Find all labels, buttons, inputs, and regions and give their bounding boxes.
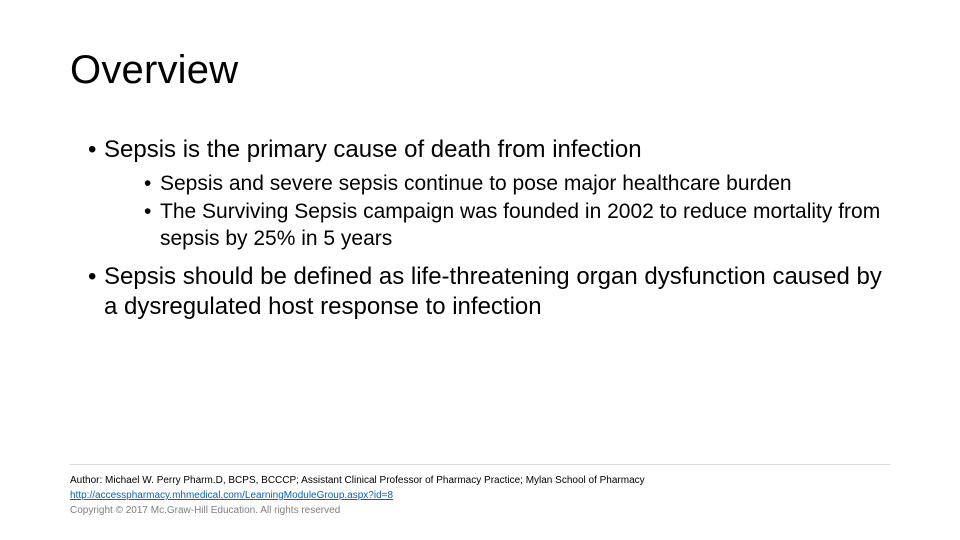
slide-body: Sepsis is the primary cause of death fro… — [70, 135, 890, 322]
footer-link-line: http://accesspharmacy.mhmedical.com/Lear… — [70, 488, 890, 503]
bullet-l1-1: Sepsis should be defined as life-threate… — [88, 262, 890, 322]
slide-footer: Author: Michael W. Perry Pharm.D, BCPS, … — [70, 464, 890, 518]
bullet-text: The Surviving Sepsis campaign was founde… — [160, 200, 880, 249]
bullet-text: Sepsis should be defined as life-threate… — [104, 263, 882, 320]
bullet-list-level2: Sepsis and severe sepsis continue to pos… — [104, 171, 890, 252]
footer-link[interactable]: http://accesspharmacy.mhmedical.com/Lear… — [70, 490, 393, 501]
footer-copyright: Copyright © 2017 Mc.Graw-Hill Education.… — [70, 503, 890, 518]
bullet-text: Sepsis is the primary cause of death fro… — [104, 136, 642, 163]
bullet-text: Sepsis and severe sepsis continue to pos… — [160, 172, 792, 195]
bullet-l1-0: Sepsis is the primary cause of death fro… — [88, 135, 890, 252]
bullet-list-level1: Sepsis is the primary cause of death fro… — [70, 135, 890, 322]
presentation-slide: Overview Sepsis is the primary cause of … — [0, 0, 960, 540]
bullet-l2-0: Sepsis and severe sepsis continue to pos… — [144, 171, 890, 197]
footer-author: Author: Michael W. Perry Pharm.D, BCPS, … — [70, 473, 890, 488]
bullet-l2-1: The Surviving Sepsis campaign was founde… — [144, 199, 890, 252]
slide-title: Overview — [70, 48, 890, 93]
